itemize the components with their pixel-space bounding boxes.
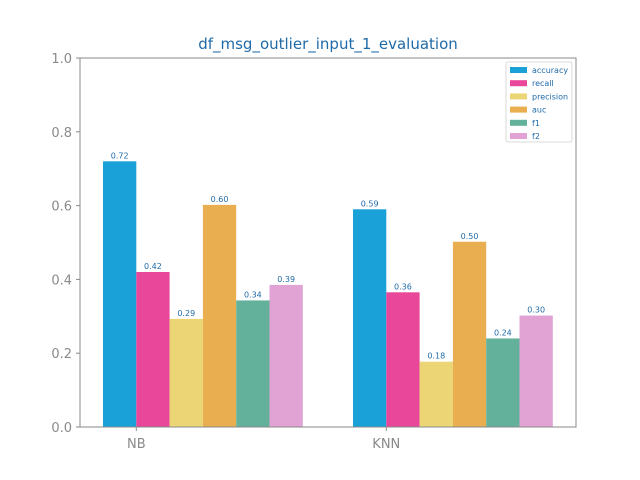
bar-f2-nb: [269, 284, 303, 427]
legend-label-recall: recall: [532, 79, 554, 88]
legend-swatch-recall: [510, 80, 527, 87]
bar-recall-nb: [136, 272, 170, 427]
data-label-f2-knn: 0.30: [527, 306, 545, 315]
axes-frame: [79, 57, 577, 428]
plot-area: 0.72 0.59 0.42 0.36 0.29 0.18 0.60 0.50 0.34 0.24…: [51, 52, 577, 452]
y-tick-label: 0.8: [51, 126, 72, 141]
data-label-precision-knn: 0.18: [427, 352, 445, 361]
legend-label-auc: auc: [532, 106, 546, 115]
data-label-recall-nb: 0.42: [144, 262, 162, 271]
legend-swatch-accuracy: [510, 67, 527, 73]
y-tick-label: 0.2: [51, 347, 72, 362]
legend-swatch-f1: [510, 119, 527, 126]
data-label-f1-nb: 0.34: [244, 290, 262, 299]
x-tick-label-nb: NB: [127, 437, 146, 452]
y-tick-label: 0.4: [51, 273, 72, 288]
bar-f1-nb: [236, 300, 270, 427]
bar-f2-knn: [519, 315, 553, 427]
legend-swatch-auc: [510, 106, 527, 113]
data-label-precision-nb: 0.29: [177, 309, 195, 318]
data-label-accuracy-knn: 0.59: [361, 199, 379, 208]
data-label-f1-knn: 0.24: [494, 328, 512, 337]
legend-swatch-precision: [510, 93, 527, 100]
x-tick-label-knn: KNN: [372, 437, 400, 452]
bar-precision-knn: [419, 361, 453, 427]
bar-auc-nb: [202, 204, 237, 427]
legend-label-accuracy: accuracy: [532, 66, 568, 75]
data-label-accuracy-nb: 0.72: [111, 151, 129, 160]
legend-label-precision: precision: [532, 92, 568, 101]
data-label-f2-nb: 0.39: [277, 275, 295, 284]
data-label-recall-knn: 0.36: [394, 282, 412, 291]
bar-accuracy-knn: [353, 209, 387, 427]
y-tick-label: 0.6: [51, 200, 72, 215]
y-tick-label: 0.0: [51, 421, 72, 436]
data-label-auc-knn: 0.50: [461, 232, 479, 241]
bar-precision-nb: [169, 318, 203, 427]
bar-f1-knn: [486, 338, 520, 427]
chart-title: df_msg_outlier_input_1_evaluation: [198, 35, 458, 54]
bar-auc-knn: [452, 241, 487, 427]
bar-recall-knn: [386, 292, 420, 427]
legend-label-f1: f1: [532, 119, 540, 128]
data-label-auc-nb: 0.60: [211, 195, 229, 204]
bar-accuracy-nb: [103, 161, 137, 427]
legend-swatch-f2: [510, 133, 527, 139]
legend-label-f2: f2: [532, 132, 540, 141]
y-tick-label: 1.0: [51, 52, 72, 67]
